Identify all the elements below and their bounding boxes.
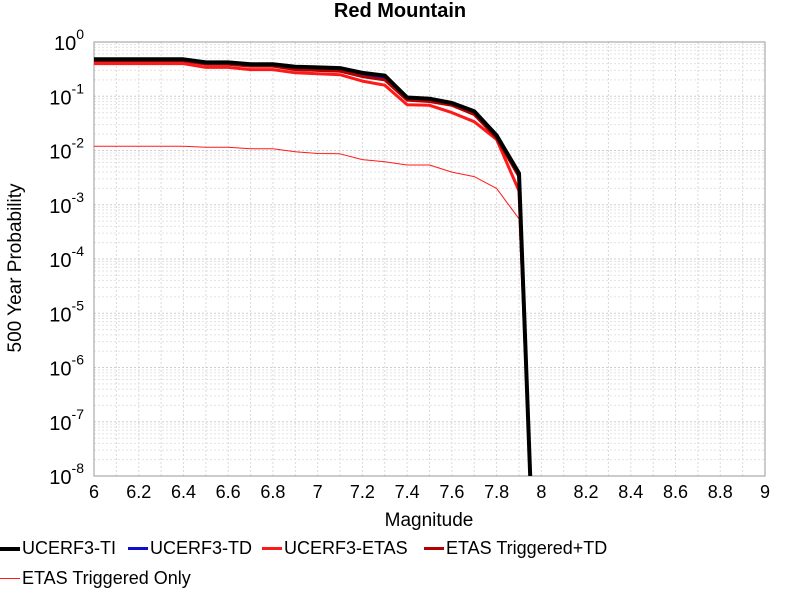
y-tick-labels: 100 10-1 10-2 10-3 10-4 10-5 10-6 10-7 10-8 <box>49 26 84 489</box>
x-tick-label: 7.6 <box>439 482 464 502</box>
chart-title: Red Mountain <box>334 0 466 22</box>
series-line-ucerf3-ti <box>94 57 533 476</box>
legend-swatch <box>0 546 20 551</box>
series-line-ucerf3-etas <box>94 62 532 476</box>
x-tick-label: 8.2 <box>574 482 599 502</box>
x-axis-label: Magnitude <box>385 510 474 531</box>
legend-swatch <box>262 547 282 550</box>
series-line-ucerf3-td <box>94 58 532 476</box>
legend-swatch <box>424 547 444 550</box>
legend-label: UCERF3-ETAS <box>284 538 408 558</box>
y-tick-label: 10-2 <box>49 135 84 164</box>
legend-item: ETAS Triggered+TD <box>424 538 607 559</box>
x-tick-label: 6 <box>89 482 99 502</box>
x-tick-label: 6.4 <box>171 482 196 502</box>
x-tick-label: 6.6 <box>216 482 241 502</box>
x-tick-label: 7.4 <box>395 482 420 502</box>
x-tick-label: 7.8 <box>484 482 509 502</box>
series-line-etas-triggered-only <box>94 145 531 476</box>
series-line-etas-triggered-td <box>94 59 532 476</box>
legend-label: ETAS Triggered Only <box>22 568 191 588</box>
y-tick-label: 10-4 <box>49 243 84 272</box>
legend-swatch <box>0 578 20 579</box>
y-tick-label: 10-7 <box>49 406 84 435</box>
y-axis-label: 500 Year Probability <box>5 183 26 353</box>
y-tick-label: 10-1 <box>49 80 84 109</box>
x-tick-label: 8.4 <box>618 482 643 502</box>
y-tick-label: 100 <box>54 26 84 55</box>
x-tick-label: 7.2 <box>350 482 375 502</box>
x-tick-label: 8.8 <box>708 482 733 502</box>
x-tick-label: 6.2 <box>126 482 151 502</box>
legend-label: UCERF3-TD <box>150 538 252 558</box>
x-tick-label: 8.6 <box>663 482 688 502</box>
y-tick-label: 10-8 <box>49 460 84 489</box>
legend-label: UCERF3-TI <box>22 538 116 558</box>
legend-item: UCERF3-ETAS <box>262 538 408 559</box>
x-tick-label: 8 <box>536 482 546 502</box>
plot-area-frame <box>93 41 766 477</box>
x-tick-labels: 6 6.2 6.4 6.6 6.8 7 7.2 7.4 7.6 7.8 8 8.2 8.4 8.6 8.8 9 <box>89 482 770 502</box>
series-lines <box>94 57 533 476</box>
x-tick-label: 7 <box>313 482 323 502</box>
legend-item: UCERF3-TI <box>0 538 116 559</box>
legend-item: UCERF3-TD <box>128 538 252 559</box>
x-tick-label: 9 <box>760 482 770 502</box>
line-chart: Red Mountain 500 Year Probability Magnit… <box>5 0 770 531</box>
chart-legend: UCERF3-TI UCERF3-TD UCERF3-ETAS ETAS Trigge… <box>0 538 800 600</box>
y-tick-label: 10-3 <box>49 189 84 218</box>
legend-swatch <box>128 547 148 550</box>
x-tick-label: 6.8 <box>260 482 285 502</box>
legend-item: ETAS Triggered Only <box>0 568 191 589</box>
y-tick-label: 10-5 <box>49 297 84 326</box>
grid-lines <box>94 42 765 477</box>
legend-label: ETAS Triggered+TD <box>446 538 608 558</box>
y-tick-label: 10-6 <box>49 352 84 381</box>
